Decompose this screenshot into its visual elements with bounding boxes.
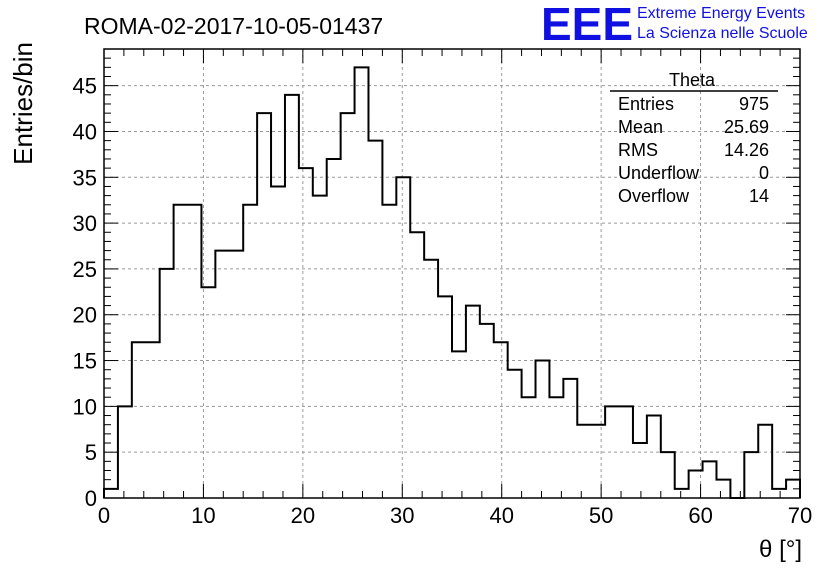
x-tick-label: 30 [390, 503, 414, 528]
histogram-bin [494, 342, 508, 498]
x-tick-label: 40 [489, 503, 513, 528]
histogram-bin [327, 159, 341, 498]
histogram-bin [772, 489, 786, 498]
histogram-bin [285, 95, 299, 498]
histogram-bin [703, 461, 717, 498]
histogram-bin [619, 406, 633, 498]
stats-row-value: 25.69 [724, 117, 769, 137]
y-tick-label: 5 [85, 440, 97, 465]
histogram-bin [466, 306, 480, 498]
x-tick-label: 70 [788, 503, 812, 528]
stats-row-label: Mean [618, 117, 663, 137]
x-tick-label: 0 [98, 503, 110, 528]
x-tick-label: 50 [589, 503, 613, 528]
histogram-bin [536, 361, 550, 498]
histogram-bin [480, 324, 494, 498]
x-axis-label: θ [°] [759, 536, 802, 563]
histogram-bin [591, 425, 605, 498]
histogram-bin [146, 342, 160, 498]
stats-row-label: Overflow [618, 186, 690, 206]
stats-row-value: 14.26 [724, 140, 769, 160]
histogram-bin [313, 196, 327, 498]
histogram-bin [355, 67, 369, 498]
histogram-bin [410, 232, 424, 498]
y-axis-label: Entries/bin [8, 42, 38, 165]
histogram-bin [424, 260, 438, 498]
stats-row-value: 0 [759, 163, 769, 183]
histogram-bin [243, 205, 257, 498]
histogram-bin [633, 443, 647, 498]
histogram-bin [382, 205, 396, 498]
histogram-bin [758, 425, 772, 498]
histogram-bin [563, 379, 577, 498]
histogram-bin [299, 168, 313, 498]
y-tick-label: 0 [85, 486, 97, 511]
histogram-bin [549, 397, 563, 498]
y-tick-label: 35 [73, 165, 97, 190]
histogram-bin [716, 480, 730, 498]
histogram-bin [215, 251, 229, 498]
y-tick-label: 30 [73, 211, 97, 236]
stats-box: Theta Entries 975 Mean 25.69 RMS 14.26 Underfl… [610, 70, 778, 206]
histogram-bin [605, 406, 619, 498]
x-tick-label: 10 [191, 503, 215, 528]
histogram-bin [522, 397, 536, 498]
y-tick-label: 20 [73, 303, 97, 328]
histogram-bin [118, 406, 132, 498]
histogram-bin [508, 370, 522, 498]
histogram-bin [577, 425, 591, 498]
histogram-bin [271, 186, 285, 498]
x-tick-label: 60 [688, 503, 712, 528]
stats-box-title: Theta [669, 70, 716, 90]
histogram-bin [341, 113, 355, 498]
histogram-bin [452, 351, 466, 498]
logo-caption-line2: La Scienza nelle Scuole [637, 25, 808, 42]
histogram-bin [201, 287, 215, 498]
histogram-bin [647, 416, 661, 498]
eee-logo: EEE [541, 0, 633, 50]
histogram-bin [786, 480, 800, 498]
histogram-bin [160, 269, 174, 498]
histogram-bin [229, 251, 243, 498]
histogram-bin [188, 205, 202, 498]
stats-row-value: 975 [739, 94, 769, 114]
tick-label-layer: 0 10 20 30 40 50 60 70 0 5 10 15 20 25 30 35 40 45 [73, 74, 813, 528]
histogram-bin [675, 489, 689, 498]
y-tick-label: 40 [73, 119, 97, 144]
y-tick-label: 25 [73, 257, 97, 282]
histogram-bin [396, 177, 410, 498]
histogram-bin [368, 141, 382, 498]
stats-row-label: Entries [618, 94, 674, 114]
logo-caption-line1: Extreme Energy Events [637, 5, 805, 22]
histogram-outline [103, 66, 801, 499]
y-tick-label: 15 [73, 349, 97, 374]
plot-frame [103, 48, 801, 499]
histogram-bin [689, 471, 703, 498]
stats-row-value: 14 [749, 186, 769, 206]
histogram-bin [174, 205, 188, 498]
stats-row-label: RMS [618, 140, 658, 160]
chart-title: ROMA-02-2017-10-05-01437 [84, 13, 383, 39]
histogram-bin [257, 113, 271, 498]
histogram-bin [744, 452, 758, 498]
tick-layer [103, 48, 801, 499]
x-tick-label: 20 [291, 503, 315, 528]
y-tick-label: 45 [73, 74, 97, 99]
histogram-bin [104, 489, 118, 498]
histogram-bin [132, 342, 146, 498]
stats-rows: Entries 975 Mean 25.69 RMS 14.26 Underflow 0 Ove… [618, 94, 769, 206]
histogram-bin [661, 452, 675, 498]
y-tick-label: 10 [73, 394, 97, 419]
stats-row-label: Underflow [618, 163, 700, 183]
histogram-bin [438, 296, 452, 498]
